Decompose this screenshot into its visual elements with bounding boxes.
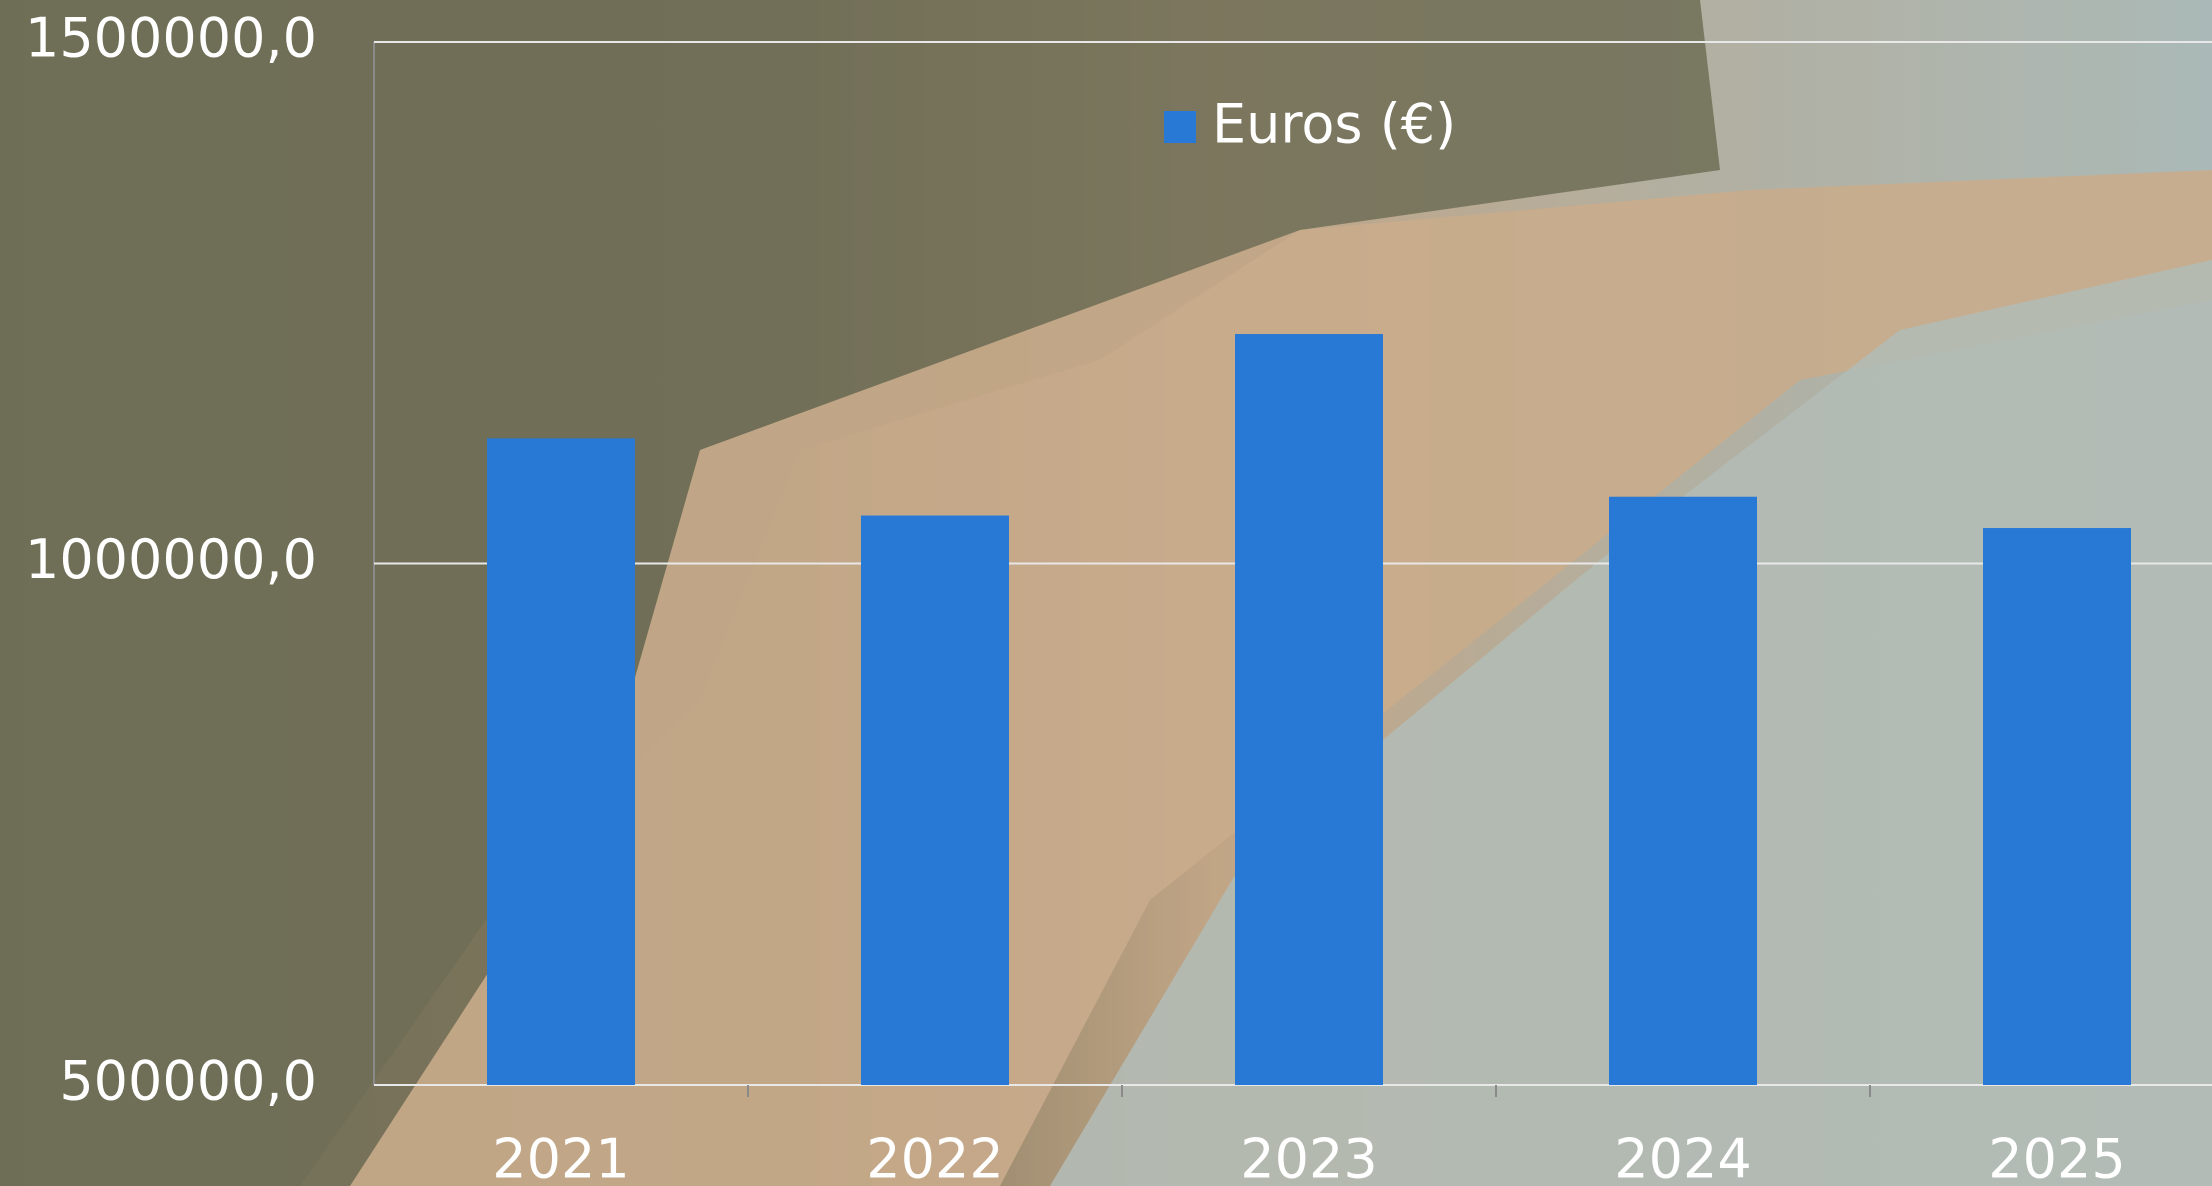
x-tick-label: 2023	[1240, 1128, 1377, 1186]
legend-swatch	[1164, 111, 1196, 143]
y-tick-label: 500000,0	[59, 1050, 317, 1113]
y-tick-label: 1500000,0	[25, 7, 317, 70]
legend-label: Euros (€)	[1212, 93, 1456, 156]
bar	[1609, 497, 1757, 1085]
chart: 500000,0 1000000,0 1500000,0 2021 2022 2023 20…	[0, 0, 2212, 1186]
x-tick-label: 2024	[1614, 1128, 1751, 1186]
y-tick-label: 1000000,0	[25, 528, 317, 591]
x-tick-label: 2025	[1988, 1128, 2125, 1186]
bar	[1983, 528, 2131, 1085]
bar	[861, 516, 1009, 1085]
bar	[1235, 334, 1383, 1085]
x-tick-label: 2022	[866, 1128, 1003, 1186]
background	[0, 0, 2212, 1186]
x-tick-label: 2021	[492, 1128, 629, 1186]
bar	[487, 438, 635, 1085]
